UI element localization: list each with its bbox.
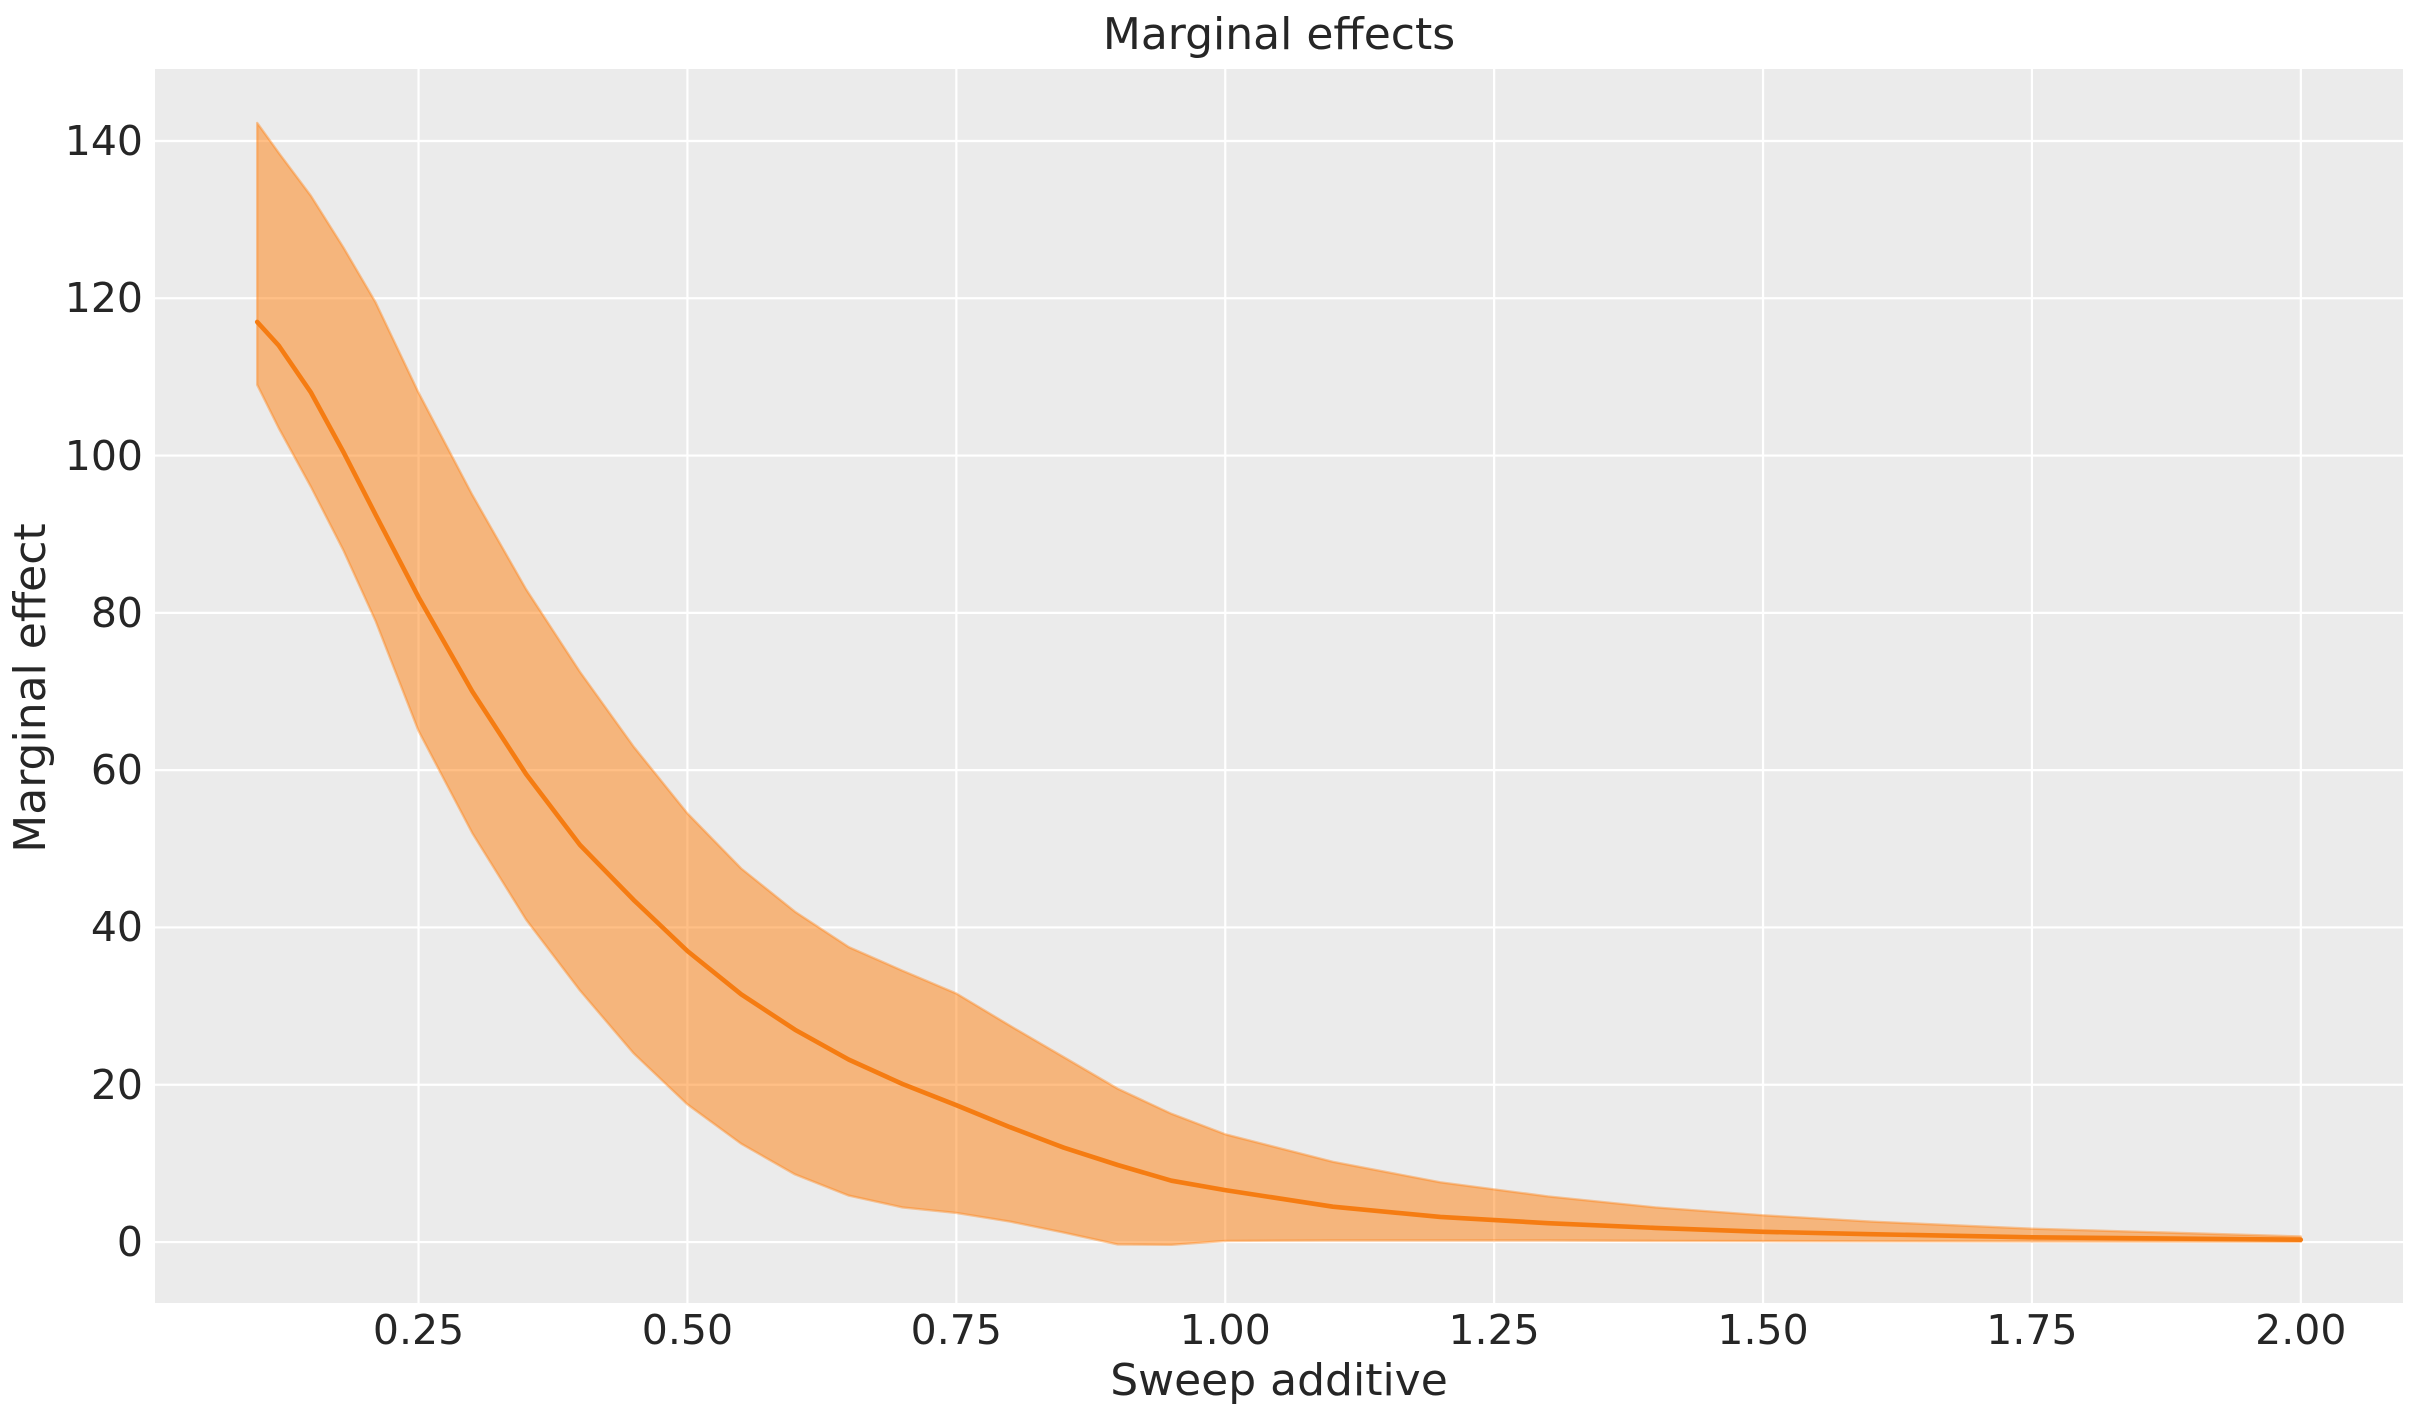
y-tick-label: 40 <box>90 903 143 952</box>
x-tick-label: 0.50 <box>641 1306 734 1354</box>
y-tick-label: 0 <box>116 1218 143 1267</box>
x-tick-label: 1.00 <box>1179 1306 1271 1354</box>
plot-area <box>155 69 2403 1303</box>
y-tick-label: 60 <box>90 746 143 795</box>
x-tick-label: 1.50 <box>1717 1306 1809 1354</box>
mean-line <box>254 319 2304 1242</box>
y-tick-label: 20 <box>90 1060 143 1109</box>
y-axis-label: Marginal effect <box>5 523 56 853</box>
chart-svg <box>155 69 2403 1303</box>
x-tick-label: 0.75 <box>910 1306 1002 1354</box>
x-tick-label: 1.25 <box>1448 1306 1540 1354</box>
x-tick-label: 1.75 <box>1986 1306 2078 1354</box>
x-tick-label: 2.00 <box>2255 1306 2347 1354</box>
x-axis-label: Sweep additive <box>1110 1355 1448 1406</box>
x-tick-label: 0.25 <box>372 1306 465 1354</box>
y-tick-label: 100 <box>64 431 143 480</box>
y-tick-label: 120 <box>64 274 143 323</box>
y-tick-label: 140 <box>64 116 143 165</box>
chart-title: Marginal effects <box>1102 9 1456 60</box>
y-tick-label: 80 <box>90 588 143 637</box>
